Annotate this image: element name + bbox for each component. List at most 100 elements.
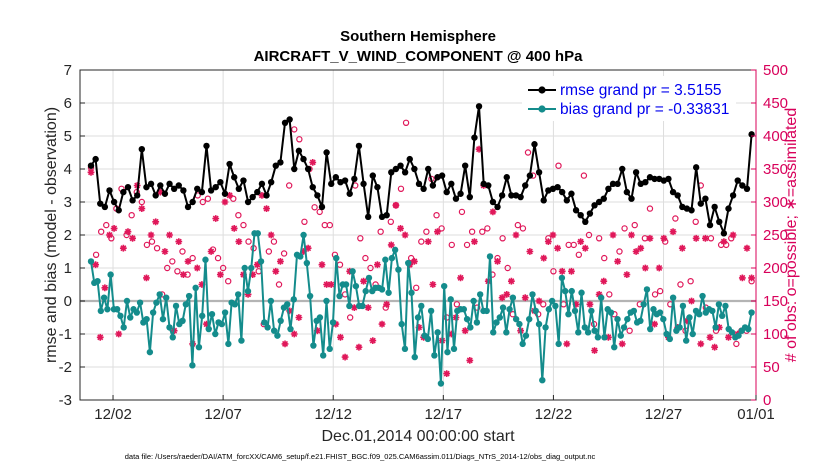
- obs-assimilated-marker: [655, 264, 663, 272]
- obs-assimilated-marker: [609, 231, 617, 239]
- obs-assimilated-marker: [711, 343, 719, 351]
- rmse-point: [341, 177, 349, 184]
- left-tick-label: 5: [64, 128, 72, 145]
- obs-possible-marker: [672, 215, 679, 222]
- obs-assimilated-marker: [258, 192, 266, 199]
- obs-possible-marker: [311, 204, 318, 211]
- bias-point: [440, 282, 448, 290]
- obs-assimilated-marker: [392, 201, 400, 209]
- rmse-point: [152, 192, 159, 199]
- bias-point: [476, 291, 484, 298]
- bias-point: [388, 254, 396, 262]
- rmse-point: [221, 190, 229, 197]
- legend-rmse-marker: [538, 86, 546, 94]
- obs-possible-marker: [601, 254, 608, 262]
- bias-point: [545, 306, 553, 313]
- obs-assimilated-marker: [503, 291, 511, 298]
- obs-assimilated-marker: [304, 244, 312, 252]
- x-axis: 12/02 12/07 12/12 12/17 12/22 12/27 01/01: [94, 395, 775, 423]
- obs-possible-marker: [463, 241, 471, 249]
- rmse-point: [392, 165, 400, 173]
- bias-point: [568, 287, 575, 295]
- left-axis: -3 -2 -1 0 1 2 3 4 5 6 7: [59, 62, 85, 409]
- obs-assimilated-marker: [124, 228, 132, 236]
- obs-assimilated-marker: [729, 231, 737, 239]
- obs-assimilated-marker: [651, 320, 658, 328]
- x-tick-label: 12/27: [645, 406, 683, 423]
- obs-possible-marker: [458, 208, 466, 216]
- obs-assimilated-marker: [572, 300, 580, 308]
- obs-assimilated-marker: [147, 231, 155, 239]
- obs-assimilated-marker: [410, 258, 418, 265]
- right-axis: 0 50 100 150 200 250 300 350 400 450 500: [751, 62, 788, 409]
- bias-point: [284, 301, 291, 308]
- obs-assimilated-marker: [669, 228, 677, 236]
- bias-point: [597, 294, 605, 301]
- rmse-point: [240, 177, 247, 184]
- rmse-point: [124, 183, 132, 191]
- obs-possible-marker: [255, 268, 262, 275]
- obs-possible-marker: [448, 241, 455, 249]
- obs-possible-marker: [677, 281, 684, 288]
- right-tick-label: 350: [763, 161, 788, 178]
- right-tick-label: 50: [763, 359, 780, 376]
- bias-point: [323, 297, 330, 305]
- obs-possible-marker: [423, 228, 430, 235]
- bias-point: [460, 306, 468, 313]
- obs-assimilated-marker: [471, 238, 478, 245]
- rmse-point: [314, 192, 321, 199]
- obs-assimilated-marker: [374, 261, 381, 269]
- obs-assimilated-marker: [678, 244, 686, 252]
- bias-point: [718, 312, 726, 320]
- rmse-point: [692, 164, 700, 171]
- obs-assimilated-marker: [577, 238, 585, 245]
- obs-assimilated-marker: [586, 300, 594, 308]
- obs-possible-marker: [616, 248, 623, 255]
- rmse-point: [134, 192, 141, 199]
- x-tick-label: 12/12: [314, 406, 352, 423]
- rmse-point: [720, 230, 728, 237]
- obs-assimilated-marker: [632, 248, 640, 255]
- bias-point: [552, 302, 559, 310]
- left-tick-label: 4: [64, 161, 72, 178]
- bias-point: [362, 287, 369, 295]
- rmse-point: [364, 213, 372, 221]
- obs-assimilated-marker: [115, 330, 123, 338]
- obs-possible-marker: [296, 136, 303, 143]
- obs-possible-marker: [128, 211, 135, 219]
- bias-point: [614, 315, 621, 323]
- bias-point: [712, 324, 719, 331]
- rmse-point: [203, 142, 210, 150]
- bias-point: [745, 325, 752, 333]
- obs-assimilated-marker: [341, 353, 349, 361]
- obs-possible-marker: [336, 261, 344, 268]
- obs-assimilated-marker: [332, 320, 340, 328]
- bias-point: [254, 230, 261, 237]
- rmse-point: [92, 155, 99, 163]
- rmse-point: [397, 162, 404, 169]
- right-tick-label: 150: [763, 293, 788, 310]
- obs-possible-marker: [646, 205, 654, 212]
- obs-possible-marker: [504, 264, 511, 272]
- rmse-point: [406, 155, 413, 163]
- obs-possible-marker: [397, 185, 405, 192]
- rmse-point: [729, 192, 737, 199]
- obs-markers: [87, 119, 755, 377]
- obs-assimilated-marker: [92, 261, 100, 269]
- obs-possible-marker: [103, 221, 110, 229]
- bias-point: [591, 327, 598, 334]
- rmse-point: [115, 207, 122, 214]
- bias-point: [349, 268, 356, 275]
- x-tick-label: 12/07: [204, 406, 242, 423]
- left-axis-label: rmse and bias (model - observation): [43, 107, 60, 363]
- obs-assimilated-marker: [660, 234, 668, 242]
- bias-point: [408, 289, 415, 296]
- obs-assimilated-marker: [475, 145, 483, 153]
- rmse-point: [87, 162, 95, 169]
- bias-point: [735, 332, 742, 339]
- bias-point: [418, 302, 425, 310]
- rmse-point: [231, 174, 238, 181]
- bias-point: [565, 311, 572, 318]
- obs-possible-marker: [291, 126, 298, 133]
- obs-possible-marker: [621, 225, 628, 232]
